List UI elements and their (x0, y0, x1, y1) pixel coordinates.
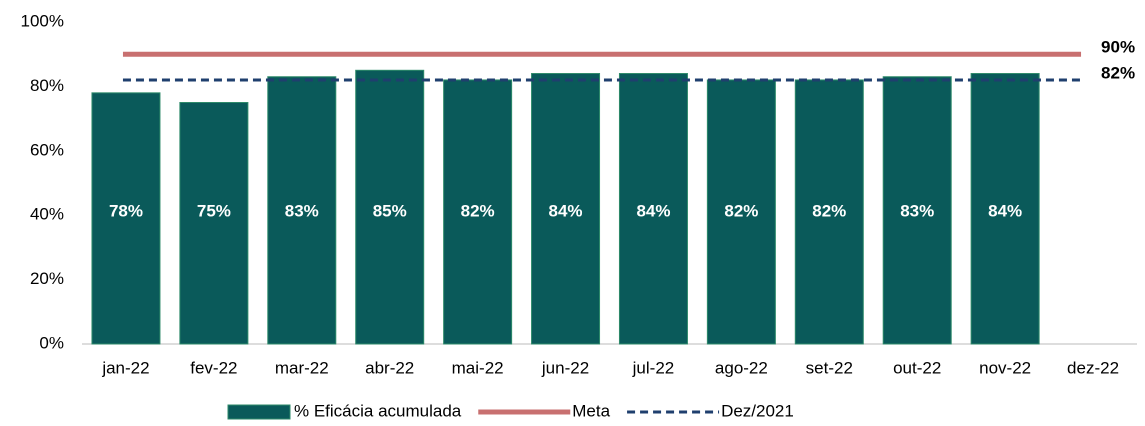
legend-label: Dez/2021 (721, 401, 794, 420)
x-tick-label: jul-22 (632, 358, 675, 377)
data-label: 82% (812, 201, 846, 220)
bar (531, 73, 601, 345)
x-tick-label: mai-22 (452, 358, 504, 377)
data-label: 78% (109, 201, 143, 220)
y-tick-label: 80% (30, 76, 64, 95)
bar (91, 92, 161, 345)
legend-label: Meta (572, 401, 610, 420)
x-tick-label: out-22 (893, 358, 941, 377)
bar (267, 76, 337, 345)
end-label: 90% (1101, 38, 1135, 57)
x-tick-label: jan-22 (101, 358, 149, 377)
bar (179, 102, 249, 345)
y-tick-label: 60% (30, 140, 64, 159)
bar (970, 73, 1040, 345)
bar (355, 69, 425, 345)
data-label: 82% (461, 201, 495, 220)
data-label: 84% (636, 201, 670, 220)
y-tick-label: 0% (39, 333, 64, 352)
data-label: 85% (373, 201, 407, 220)
x-tick-label: fev-22 (190, 358, 237, 377)
data-label: 82% (724, 201, 758, 220)
x-tick-label: jun-22 (541, 358, 589, 377)
data-label: 75% (197, 201, 231, 220)
data-label: 84% (988, 201, 1022, 220)
x-tick-label: ago-22 (715, 358, 768, 377)
data-label: 83% (285, 201, 319, 220)
bar (794, 79, 864, 345)
x-tick-label: dez-22 (1067, 358, 1119, 377)
y-tick-label: 40% (30, 205, 64, 224)
bar (443, 79, 513, 345)
bar (618, 73, 688, 345)
y-tick-label: 100% (21, 11, 64, 30)
data-label: 83% (900, 201, 934, 220)
legend-swatch (227, 404, 291, 420)
x-tick-label: abr-22 (365, 358, 414, 377)
y-tick-label: 20% (30, 269, 64, 288)
end-label: 82% (1101, 63, 1135, 82)
data-label: 84% (549, 201, 583, 220)
legend-label: % Eficácia acumulada (294, 401, 462, 420)
x-tick-label: nov-22 (979, 358, 1031, 377)
bar (882, 76, 952, 345)
bar (706, 79, 776, 345)
x-tick-label: mar-22 (275, 358, 329, 377)
x-tick-label: set-22 (806, 358, 853, 377)
